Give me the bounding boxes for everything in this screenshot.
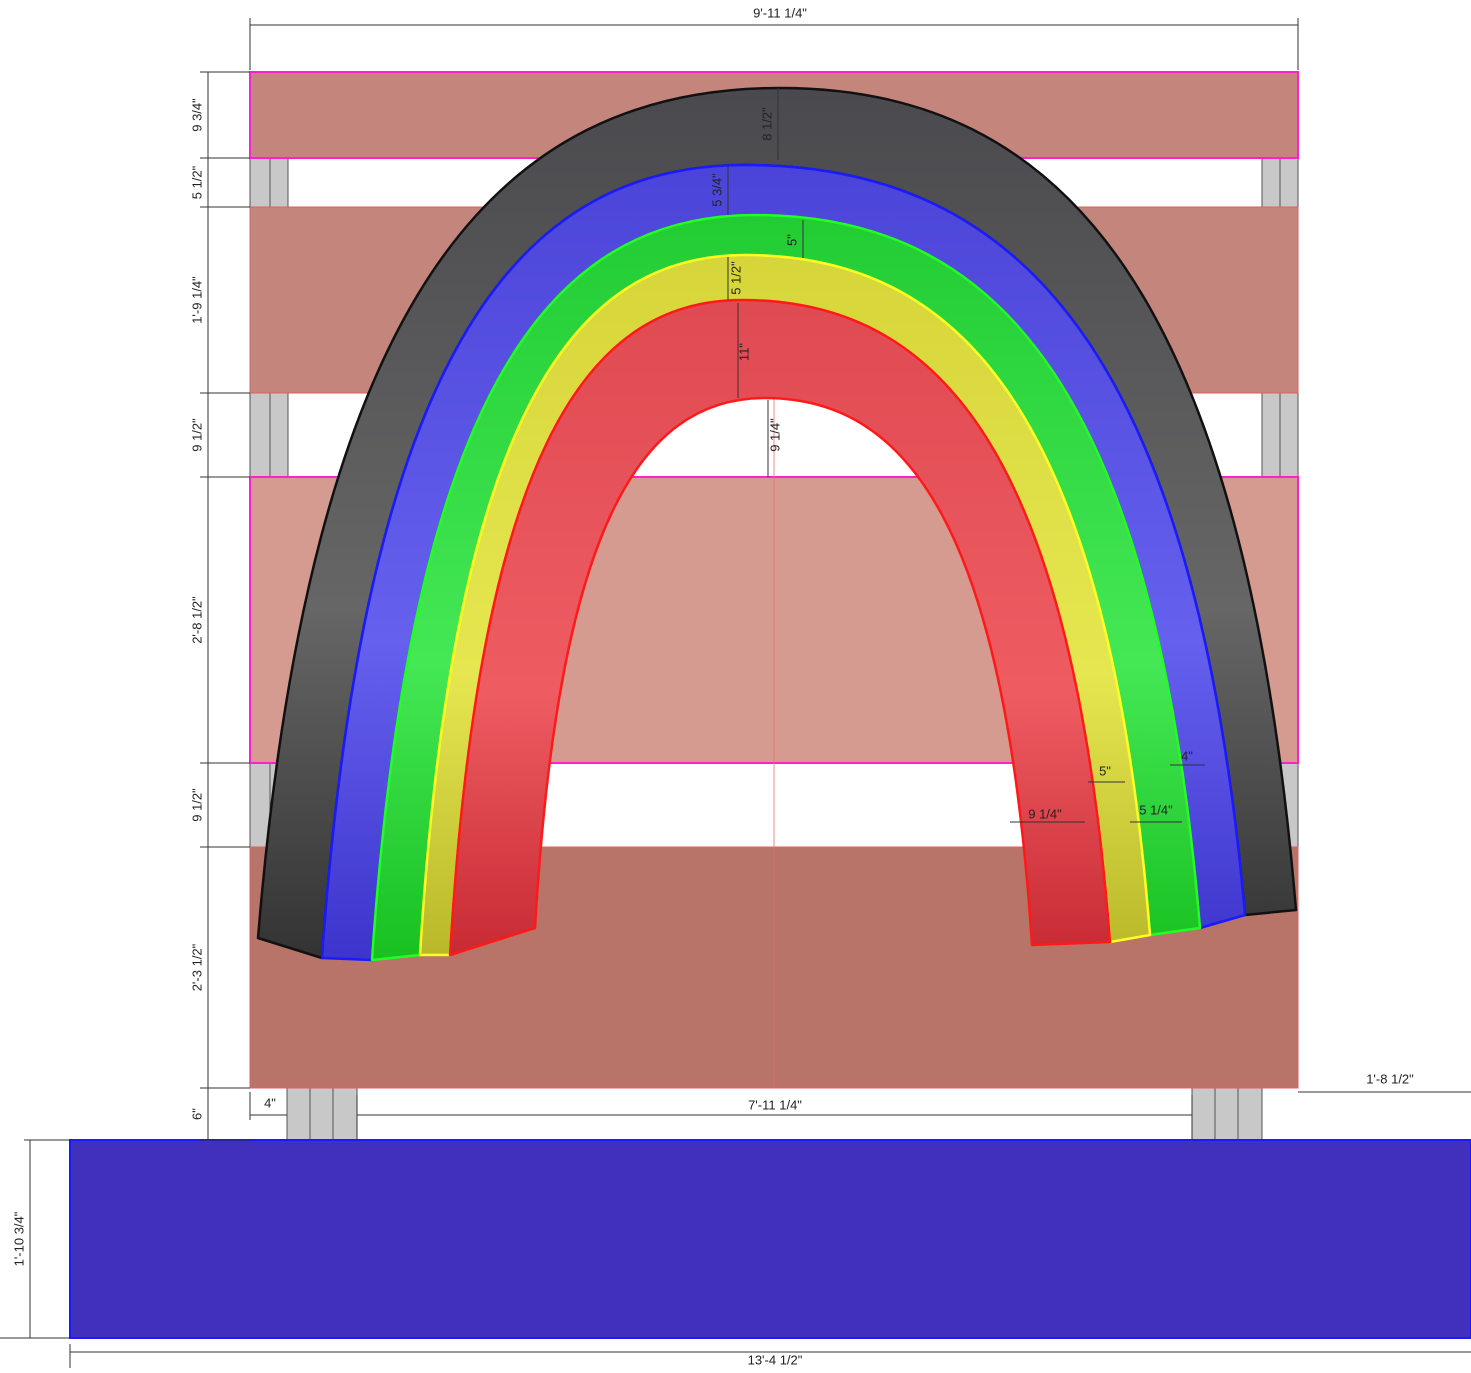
dimension-label: 9 1/4" — [1028, 806, 1062, 821]
dimension-label: 7'-11 1/4" — [748, 1097, 802, 1112]
rainbow — [256, 86, 1298, 962]
dimension-label: 9'-11 1/4" — [753, 5, 807, 20]
dimension-label: 2'-8 1/2" — [189, 596, 204, 644]
dimension-label: 4" — [1181, 748, 1193, 763]
dimension-label: 9 1/2" — [189, 418, 204, 452]
dimension-label: 5 3/4" — [709, 173, 724, 207]
dimension-label: 11" — [736, 343, 751, 361]
dimension-label: 1'-9 1/4" — [189, 276, 204, 324]
band-red — [448, 298, 1112, 957]
dimension-label: 9 1/4" — [767, 418, 782, 452]
dimension-label: 2'-3 1/2" — [189, 943, 204, 991]
dimension-label: 4" — [264, 1095, 276, 1110]
dimension-label: 13'-4 1/2" — [748, 1352, 803, 1367]
dimension-label: 5" — [784, 234, 799, 246]
dimensions: 9'-11 1/4" 9 3/4" 5 1/2" 1'-9 1/4" 9 1/2" 2'-… — [0, 5, 1471, 1368]
dimension-label: 1'-10 3/4" — [11, 1211, 26, 1266]
dimension-label: 5 1/2" — [728, 261, 743, 295]
dimension-label: 5" — [1099, 763, 1111, 778]
dimension-label: 1'-8 1/2" — [1366, 1071, 1414, 1086]
dimension-label: 5 1/2" — [189, 165, 204, 199]
dimension-label: 9 1/2" — [189, 788, 204, 822]
dimension-label: 6" — [189, 1108, 204, 1120]
base — [69, 1139, 1471, 1339]
dimension-label: 5 1/4" — [1139, 802, 1173, 817]
dimension-label: 9 3/4" — [189, 98, 204, 132]
dimension-label: 8 1/2" — [759, 107, 774, 141]
